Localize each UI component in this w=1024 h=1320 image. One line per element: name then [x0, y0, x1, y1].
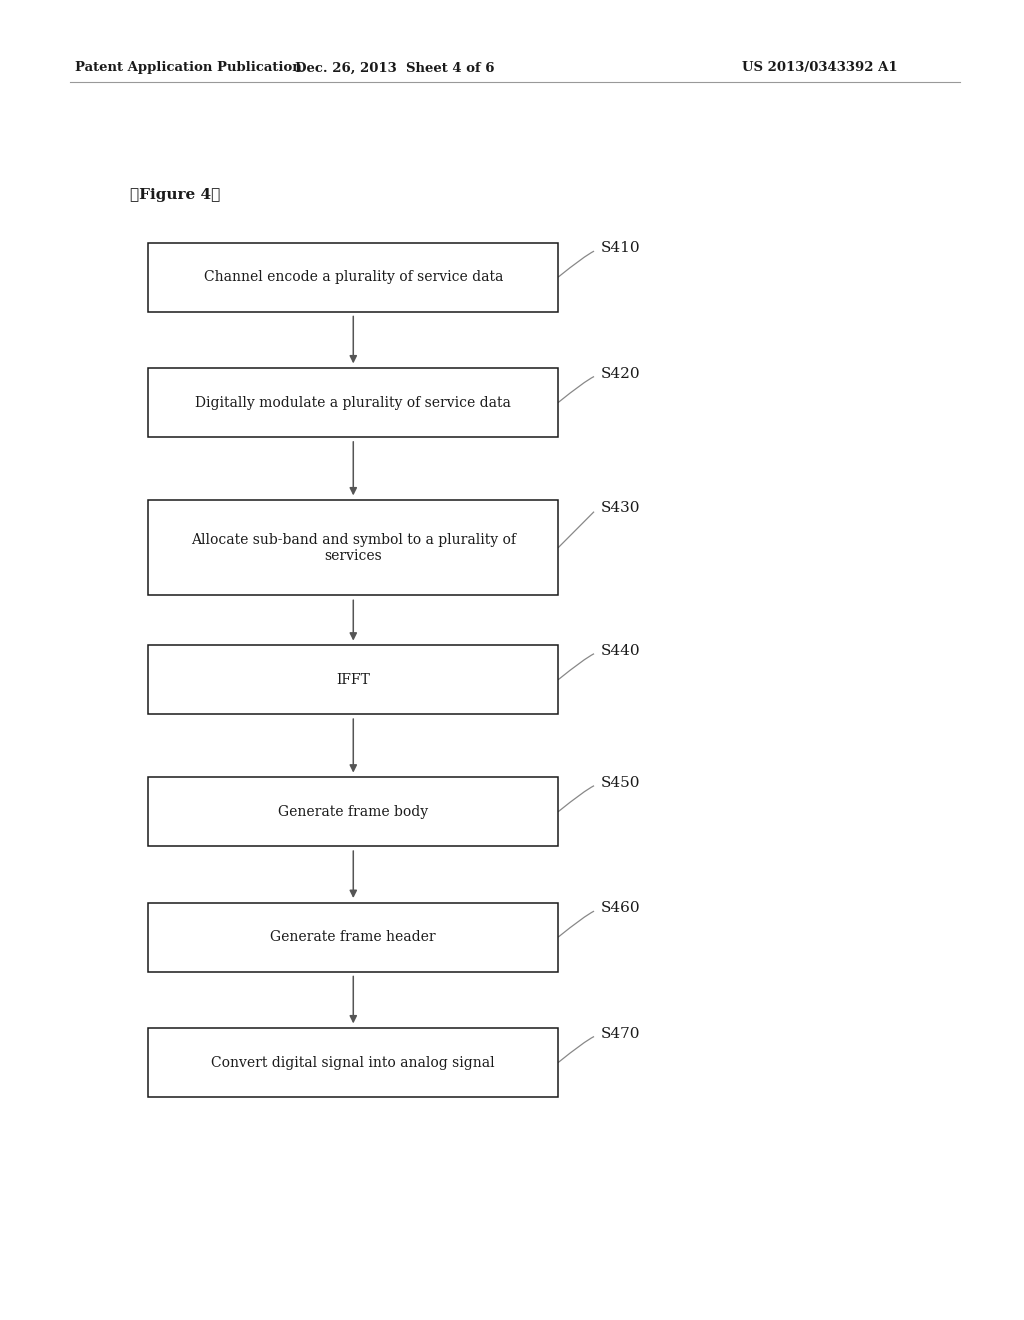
Text: S410: S410 [601, 242, 641, 255]
Bar [148, 777, 558, 846]
Bar [148, 1028, 558, 1097]
Text: Channel encode a plurality of service data: Channel encode a plurality of service da… [204, 271, 503, 284]
Text: S420: S420 [601, 367, 641, 380]
Text: IFFT: IFFT [336, 673, 371, 686]
Bar [148, 368, 558, 437]
Text: Patent Application Publication: Patent Application Publication [75, 62, 302, 74]
Text: 【Figure 4】: 【Figure 4】 [130, 187, 220, 202]
Text: S470: S470 [601, 1027, 641, 1040]
Text: Generate frame header: Generate frame header [270, 931, 436, 944]
Bar [148, 243, 558, 312]
Text: Convert digital signal into analog signal: Convert digital signal into analog signa… [212, 1056, 495, 1069]
Text: Dec. 26, 2013  Sheet 4 of 6: Dec. 26, 2013 Sheet 4 of 6 [295, 62, 495, 74]
Bar [148, 500, 558, 595]
Text: US 2013/0343392 A1: US 2013/0343392 A1 [742, 62, 898, 74]
Text: Allocate sub-band and symbol to a plurality of
services: Allocate sub-band and symbol to a plural… [190, 533, 516, 562]
Bar [148, 645, 558, 714]
Bar [148, 903, 558, 972]
Text: S450: S450 [601, 776, 641, 789]
Text: Digitally modulate a plurality of service data: Digitally modulate a plurality of servic… [196, 396, 511, 409]
Text: Generate frame body: Generate frame body [279, 805, 428, 818]
Text: S430: S430 [601, 500, 641, 515]
Text: S460: S460 [601, 902, 641, 915]
Text: S440: S440 [601, 644, 641, 657]
